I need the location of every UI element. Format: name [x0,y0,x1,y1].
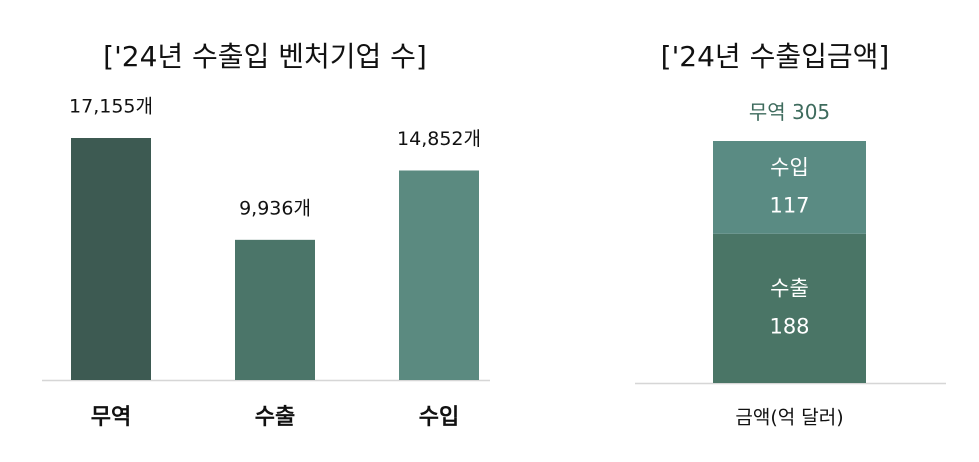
data-label: 14,852개 [397,128,481,150]
chart-title: ['24년 수출입금액] [661,40,890,73]
chart-title: ['24년 수출입 벤처기업 수] [103,40,427,73]
bar [399,170,479,380]
bar [71,138,151,380]
total-label: 무역 305 [749,100,830,124]
x-tick-label: 수입 [419,405,459,430]
x-tick-label: 무역 [91,405,131,430]
bar-segment [713,233,866,383]
x-tick-label: 금액(억 달러) [735,407,843,429]
segment-name: 수입 [770,155,809,179]
x-tick-label: 수출 [255,405,295,430]
segment-name: 수출 [770,276,809,300]
bar [235,239,315,380]
segment-value: 188 [769,314,809,338]
data-label: 17,155개 [69,96,153,118]
bar-segment [713,141,866,234]
segment-value: 117 [769,193,809,217]
total-name: 무역 [749,100,786,124]
total-value: 305 [792,100,830,124]
data-label: 9,936개 [239,197,311,219]
